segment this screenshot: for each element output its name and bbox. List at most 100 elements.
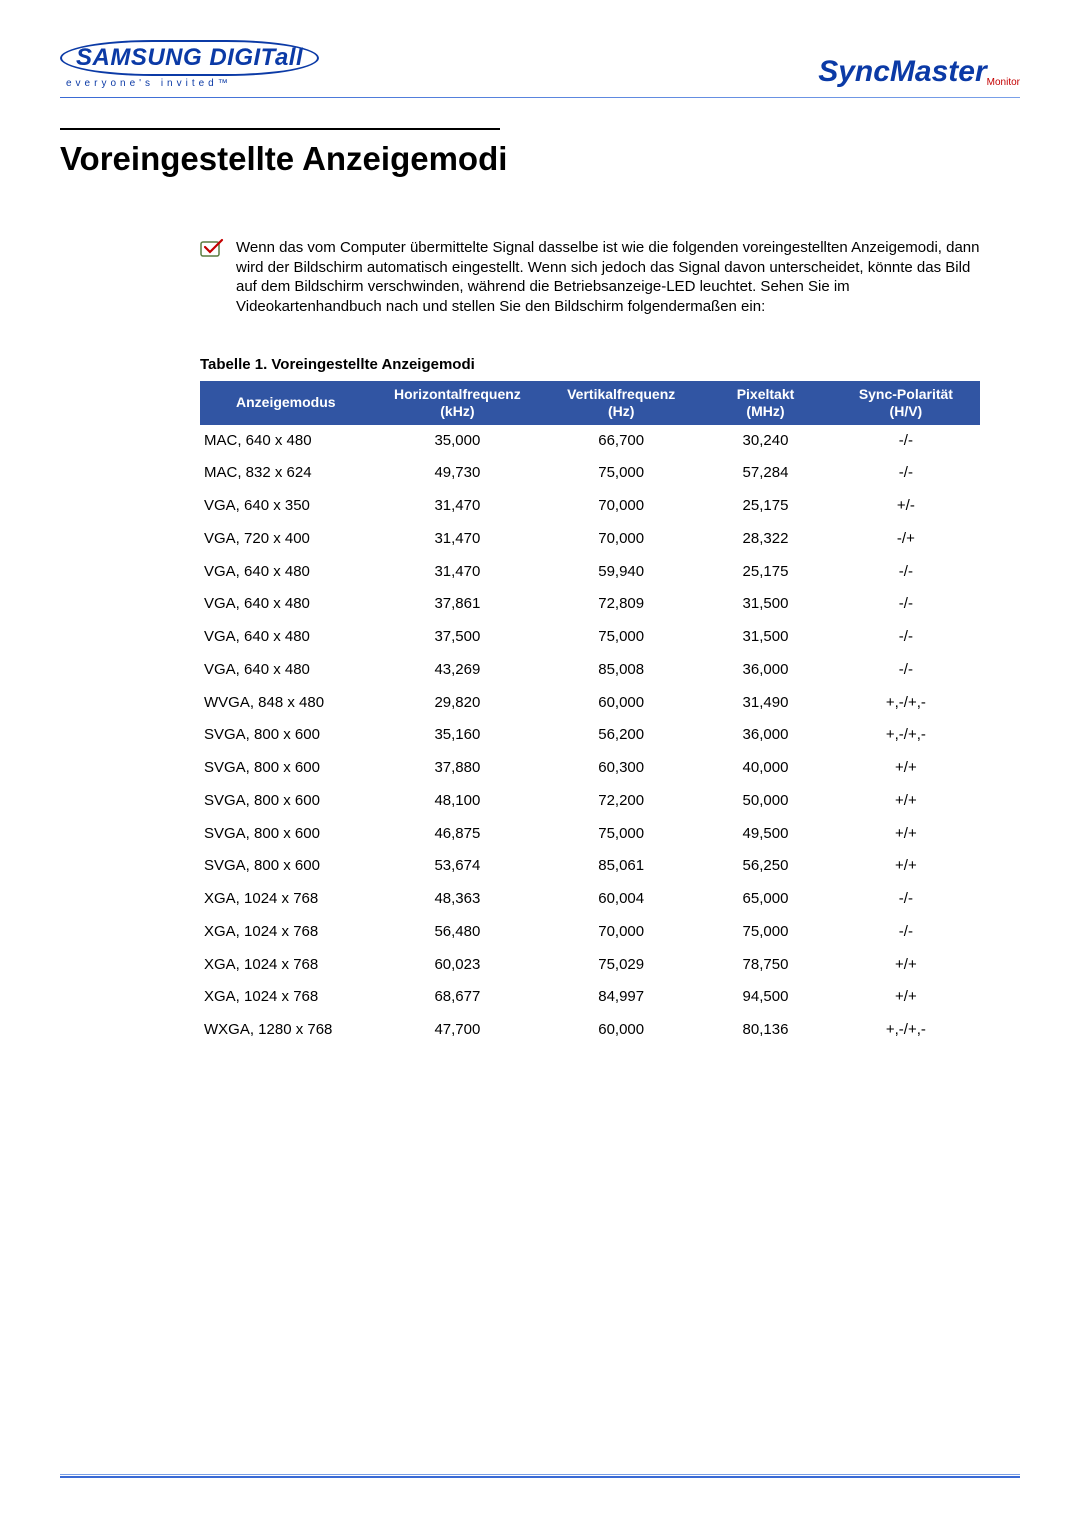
table-row: VGA, 640 x 48043,26985,00836,000-/- bbox=[200, 654, 980, 687]
cell-pixel: 40,000 bbox=[699, 752, 832, 785]
table-row: VGA, 640 x 48031,47059,94025,175-/- bbox=[200, 556, 980, 589]
cell-sync: +/+ bbox=[832, 818, 980, 851]
cell-hfreq: 35,160 bbox=[372, 719, 544, 752]
cell-vfreq: 70,000 bbox=[543, 916, 699, 949]
table-row: SVGA, 800 x 60046,87575,00049,500+/+ bbox=[200, 818, 980, 851]
cell-pixel: 30,240 bbox=[699, 425, 832, 458]
footer-divider bbox=[60, 1474, 1020, 1478]
cell-sync: -/- bbox=[832, 883, 980, 916]
logo-left: SAMSUNG DIGITall everyone's invited™ bbox=[60, 40, 319, 89]
cell-sync: -/- bbox=[832, 654, 980, 687]
col-sync-l2: (H/V) bbox=[890, 403, 923, 419]
table-row: XGA, 1024 x 76848,36360,00465,000-/- bbox=[200, 883, 980, 916]
cell-mode: SVGA, 800 x 600 bbox=[200, 818, 372, 851]
logo-left-text: SAMSUNG DIGITall bbox=[76, 44, 303, 71]
logo-right: SyncMasterMonitor bbox=[818, 55, 1020, 89]
cell-hfreq: 31,470 bbox=[372, 490, 544, 523]
table-row: MAC, 640 x 48035,00066,70030,240-/- bbox=[200, 425, 980, 458]
cell-sync: +/+ bbox=[832, 981, 980, 1014]
title-rule bbox=[60, 128, 500, 130]
table-row: XGA, 1024 x 76856,48070,00075,000-/- bbox=[200, 916, 980, 949]
cell-mode: MAC, 640 x 480 bbox=[200, 425, 372, 458]
cell-vfreq: 70,000 bbox=[543, 490, 699, 523]
page-header: SAMSUNG DIGITall everyone's invited™ Syn… bbox=[60, 40, 1020, 89]
col-sync: Sync-Polarität (H/V) bbox=[832, 381, 980, 425]
cell-pixel: 75,000 bbox=[699, 916, 832, 949]
table-row: WXGA, 1280 x 76847,70060,00080,136+,-/+,… bbox=[200, 1014, 980, 1047]
cell-sync: +/- bbox=[832, 490, 980, 523]
cell-sync: +/+ bbox=[832, 752, 980, 785]
cell-sync: -/- bbox=[832, 588, 980, 621]
cell-hfreq: 43,269 bbox=[372, 654, 544, 687]
cell-sync: -/- bbox=[832, 556, 980, 589]
col-hfreq-l1: Horizontalfrequenz bbox=[394, 386, 521, 402]
cell-mode: VGA, 640 x 480 bbox=[200, 588, 372, 621]
table-row: SVGA, 800 x 60035,16056,20036,000+,-/+,- bbox=[200, 719, 980, 752]
intro-text: Wenn das vom Computer übermittelte Signa… bbox=[236, 238, 980, 316]
cell-sync: +,-/+,- bbox=[832, 1014, 980, 1047]
cell-mode: MAC, 832 x 624 bbox=[200, 457, 372, 490]
cell-hfreq: 53,674 bbox=[372, 850, 544, 883]
cell-sync: -/- bbox=[832, 621, 980, 654]
cell-vfreq: 60,000 bbox=[543, 687, 699, 720]
cell-vfreq: 60,000 bbox=[543, 1014, 699, 1047]
cell-mode: XGA, 1024 x 768 bbox=[200, 883, 372, 916]
table-caption: Tabelle 1. Voreingestellte Anzeigemodi bbox=[200, 356, 980, 373]
cell-pixel: 56,250 bbox=[699, 850, 832, 883]
cell-pixel: 25,175 bbox=[699, 556, 832, 589]
cell-vfreq: 72,200 bbox=[543, 785, 699, 818]
table-row: SVGA, 800 x 60053,67485,06156,250+/+ bbox=[200, 850, 980, 883]
cell-vfreq: 72,809 bbox=[543, 588, 699, 621]
cell-pixel: 31,500 bbox=[699, 588, 832, 621]
table-row: VGA, 640 x 35031,47070,00025,175+/- bbox=[200, 490, 980, 523]
cell-sync: +,-/+,- bbox=[832, 719, 980, 752]
cell-pixel: 80,136 bbox=[699, 1014, 832, 1047]
syncmaster-logo: SyncMaster bbox=[818, 55, 986, 88]
col-pixel: Pixeltakt (MHz) bbox=[699, 381, 832, 425]
cell-vfreq: 75,000 bbox=[543, 457, 699, 490]
header-divider bbox=[60, 97, 1020, 98]
cell-mode: SVGA, 800 x 600 bbox=[200, 785, 372, 818]
table-row: VGA, 720 x 40031,47070,00028,322-/+ bbox=[200, 523, 980, 556]
col-vfreq-l2: (Hz) bbox=[608, 403, 634, 419]
cell-mode: VGA, 640 x 350 bbox=[200, 490, 372, 523]
cell-sync: +,-/+,- bbox=[832, 687, 980, 720]
cell-vfreq: 85,008 bbox=[543, 654, 699, 687]
cell-hfreq: 29,820 bbox=[372, 687, 544, 720]
table-row: SVGA, 800 x 60037,88060,30040,000+/+ bbox=[200, 752, 980, 785]
col-pixel-l1: Pixeltakt bbox=[737, 386, 795, 402]
cell-hfreq: 37,861 bbox=[372, 588, 544, 621]
cell-hfreq: 68,677 bbox=[372, 981, 544, 1014]
cell-vfreq: 66,700 bbox=[543, 425, 699, 458]
cell-mode: WVGA, 848 x 480 bbox=[200, 687, 372, 720]
cell-mode: SVGA, 800 x 600 bbox=[200, 719, 372, 752]
cell-sync: +/+ bbox=[832, 949, 980, 982]
display-modes-table: Anzeigemodus Horizontalfrequenz (kHz) Ve… bbox=[200, 381, 980, 1047]
cell-vfreq: 60,300 bbox=[543, 752, 699, 785]
cell-vfreq: 75,000 bbox=[543, 818, 699, 851]
cell-hfreq: 31,470 bbox=[372, 523, 544, 556]
table-row: SVGA, 800 x 60048,10072,20050,000+/+ bbox=[200, 785, 980, 818]
col-sync-l1: Sync-Polarität bbox=[859, 386, 953, 402]
cell-hfreq: 48,100 bbox=[372, 785, 544, 818]
cell-pixel: 25,175 bbox=[699, 490, 832, 523]
table-section: Tabelle 1. Voreingestellte Anzeigemodi A… bbox=[200, 356, 980, 1047]
cell-vfreq: 60,004 bbox=[543, 883, 699, 916]
table-row: VGA, 640 x 48037,50075,00031,500-/- bbox=[200, 621, 980, 654]
cell-mode: VGA, 640 x 480 bbox=[200, 654, 372, 687]
cell-vfreq: 59,940 bbox=[543, 556, 699, 589]
table-row: VGA, 640 x 48037,86172,80931,500-/- bbox=[200, 588, 980, 621]
cell-pixel: 36,000 bbox=[699, 719, 832, 752]
cell-mode: XGA, 1024 x 768 bbox=[200, 981, 372, 1014]
cell-vfreq: 70,000 bbox=[543, 523, 699, 556]
cell-hfreq: 47,700 bbox=[372, 1014, 544, 1047]
syncmaster-sub: Monitor bbox=[987, 77, 1020, 88]
cell-mode: VGA, 640 x 480 bbox=[200, 556, 372, 589]
cell-mode: XGA, 1024 x 768 bbox=[200, 949, 372, 982]
cell-hfreq: 35,000 bbox=[372, 425, 544, 458]
cell-hfreq: 49,730 bbox=[372, 457, 544, 490]
table-row: XGA, 1024 x 76868,67784,99794,500+/+ bbox=[200, 981, 980, 1014]
cell-hfreq: 48,363 bbox=[372, 883, 544, 916]
cell-pixel: 50,000 bbox=[699, 785, 832, 818]
cell-mode: SVGA, 800 x 600 bbox=[200, 752, 372, 785]
